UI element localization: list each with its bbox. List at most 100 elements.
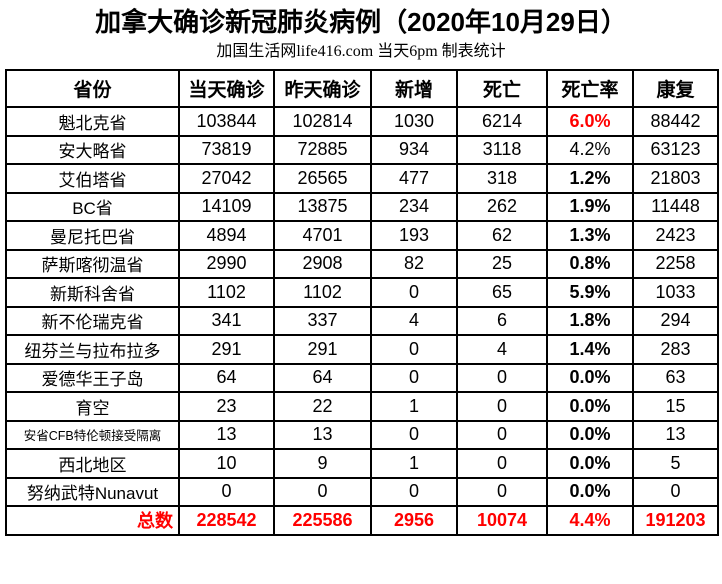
column-header-new-cases: 新增 — [370, 69, 458, 108]
cell-deaths: 0 — [456, 362, 548, 393]
cell-province: 新不伦瑞克省 — [5, 305, 180, 336]
cell-deaths: 25 — [456, 248, 548, 279]
cell-recovered: 2423 — [632, 220, 719, 251]
cell-today-confirmed: 291 — [178, 334, 275, 365]
cell-yesterday-confirmed: 2908 — [273, 248, 372, 279]
table-row: 纽芬兰与拉布拉多 291 291 0 4 1.4% 283 — [5, 334, 719, 365]
cell-today-confirmed: 27042 — [178, 163, 275, 194]
cell-province: BC省 — [5, 191, 180, 222]
cell-death-rate: 0.0% — [546, 476, 634, 507]
page-subtitle: 加国生活网life416.com 当天6pm 制表统计 — [216, 43, 506, 60]
cell-province: 萨斯喀彻温省 — [5, 248, 180, 279]
cell-death-rate: 5.9% — [546, 277, 634, 308]
table-row: 曼尼托巴省 4894 4701 193 62 1.3% 2423 — [5, 220, 719, 251]
table-row: BC省 14109 13875 234 262 1.9% 11448 — [5, 191, 719, 222]
cell-new-cases: 1 — [370, 391, 458, 422]
cell-yesterday-confirmed: 13 — [273, 419, 372, 450]
cell-deaths: 6 — [456, 305, 548, 336]
cell-new-cases: 0 — [370, 362, 458, 393]
cell-yesterday-confirmed: 291 — [273, 334, 372, 365]
cell-new-cases: 1030 — [370, 106, 458, 137]
cell-province: 安省CFB特伦顿接受隔离 — [5, 419, 180, 450]
cell-yesterday-confirmed: 1102 — [273, 277, 372, 308]
cell-new-cases: 1 — [370, 448, 458, 479]
cell-death-rate: 6.0% — [546, 106, 634, 137]
cell-province: 纽芬兰与拉布拉多 — [5, 334, 180, 365]
cell-today-confirmed: 228542 — [178, 505, 275, 536]
cell-new-cases: 0 — [370, 476, 458, 507]
cell-new-cases: 0 — [370, 419, 458, 450]
cell-recovered: 63123 — [632, 134, 719, 165]
cell-death-rate: 0.8% — [546, 248, 634, 279]
cell-death-rate: 1.4% — [546, 334, 634, 365]
cell-yesterday-confirmed: 26565 — [273, 163, 372, 194]
cell-recovered: 88442 — [632, 106, 719, 137]
cell-deaths: 318 — [456, 163, 548, 194]
cell-deaths: 0 — [456, 419, 548, 450]
cell-deaths: 0 — [456, 448, 548, 479]
covid-stats-page: 加拿大确诊新冠肺炎病例（2020年10月29日） 加国生活网life416.co… — [0, 7, 722, 584]
table-row: 新斯科舍省 1102 1102 0 65 5.9% 1033 — [5, 277, 719, 308]
cell-new-cases: 234 — [370, 191, 458, 222]
cell-recovered: 283 — [632, 334, 719, 365]
column-header-deaths: 死亡 — [456, 69, 548, 108]
cell-new-cases: 934 — [370, 134, 458, 165]
cell-recovered: 11448 — [632, 191, 719, 222]
cell-death-rate: 1.2% — [546, 163, 634, 194]
table-row: 爱德华王子岛 64 64 0 0 0.0% 63 — [5, 362, 719, 393]
cell-yesterday-confirmed: 102814 — [273, 106, 372, 137]
cell-recovered: 15 — [632, 391, 719, 422]
cell-new-cases: 2956 — [370, 505, 458, 536]
cell-deaths: 10074 — [456, 505, 548, 536]
column-header-province: 省份 — [5, 69, 180, 108]
cell-recovered: 1033 — [632, 277, 719, 308]
cell-yesterday-confirmed: 0 — [273, 476, 372, 507]
total-row: 总数 228542 225586 2956 10074 4.4% 191203 — [5, 505, 719, 536]
table-row: 魁北克省 103844 102814 1030 6214 6.0% 88442 — [5, 106, 719, 137]
cell-recovered: 21803 — [632, 163, 719, 194]
table-row: 安大略省 73819 72885 934 3118 4.2% 63123 — [5, 134, 719, 165]
cell-deaths: 6214 — [456, 106, 548, 137]
cell-death-rate: 0.0% — [546, 391, 634, 422]
cell-today-confirmed: 73819 — [178, 134, 275, 165]
cell-total-label: 总数 — [5, 505, 180, 536]
cell-yesterday-confirmed: 72885 — [273, 134, 372, 165]
covid-stats-table: 省份 当天确诊 昨天确诊 新增 死亡 死亡率 康复 魁北克省 103844 1028… — [5, 69, 719, 536]
table-row: 萨斯喀彻温省 2990 2908 82 25 0.8% 2258 — [5, 248, 719, 279]
cell-recovered: 0 — [632, 476, 719, 507]
table-row: 西北地区 10 9 1 0 0.0% 5 — [5, 448, 719, 479]
cell-yesterday-confirmed: 337 — [273, 305, 372, 336]
cell-death-rate: 1.3% — [546, 220, 634, 251]
cell-new-cases: 4 — [370, 305, 458, 336]
cell-death-rate: 0.0% — [546, 419, 634, 450]
cell-province: 西北地区 — [5, 448, 180, 479]
cell-new-cases: 82 — [370, 248, 458, 279]
cell-deaths: 0 — [456, 391, 548, 422]
cell-recovered: 5 — [632, 448, 719, 479]
cell-new-cases: 193 — [370, 220, 458, 251]
cell-today-confirmed: 10 — [178, 448, 275, 479]
cell-today-confirmed: 64 — [178, 362, 275, 393]
cell-deaths: 65 — [456, 277, 548, 308]
cell-yesterday-confirmed: 22 — [273, 391, 372, 422]
cell-today-confirmed: 14109 — [178, 191, 275, 222]
table-row: 育空 23 22 1 0 0.0% 15 — [5, 391, 719, 422]
cell-deaths: 0 — [456, 476, 548, 507]
cell-today-confirmed: 23 — [178, 391, 275, 422]
cell-recovered: 13 — [632, 419, 719, 450]
column-header-death-rate: 死亡率 — [546, 69, 634, 108]
cell-today-confirmed: 2990 — [178, 248, 275, 279]
cell-deaths: 4 — [456, 334, 548, 365]
cell-yesterday-confirmed: 64 — [273, 362, 372, 393]
cell-yesterday-confirmed: 13875 — [273, 191, 372, 222]
cell-today-confirmed: 4894 — [178, 220, 275, 251]
header-row: 省份 当天确诊 昨天确诊 新增 死亡 死亡率 康复 — [5, 69, 719, 108]
cell-new-cases: 477 — [370, 163, 458, 194]
table-row: 艾伯塔省 27042 26565 477 318 1.2% 21803 — [5, 163, 719, 194]
cell-death-rate: 4.4% — [546, 505, 634, 536]
cell-today-confirmed: 341 — [178, 305, 275, 336]
cell-province: 曼尼托巴省 — [5, 220, 180, 251]
table-row: 安省CFB特伦顿接受隔离 13 13 0 0 0.0% 13 — [5, 419, 719, 450]
column-header-yesterday-confirmed: 昨天确诊 — [273, 69, 372, 108]
cell-recovered: 2258 — [632, 248, 719, 279]
